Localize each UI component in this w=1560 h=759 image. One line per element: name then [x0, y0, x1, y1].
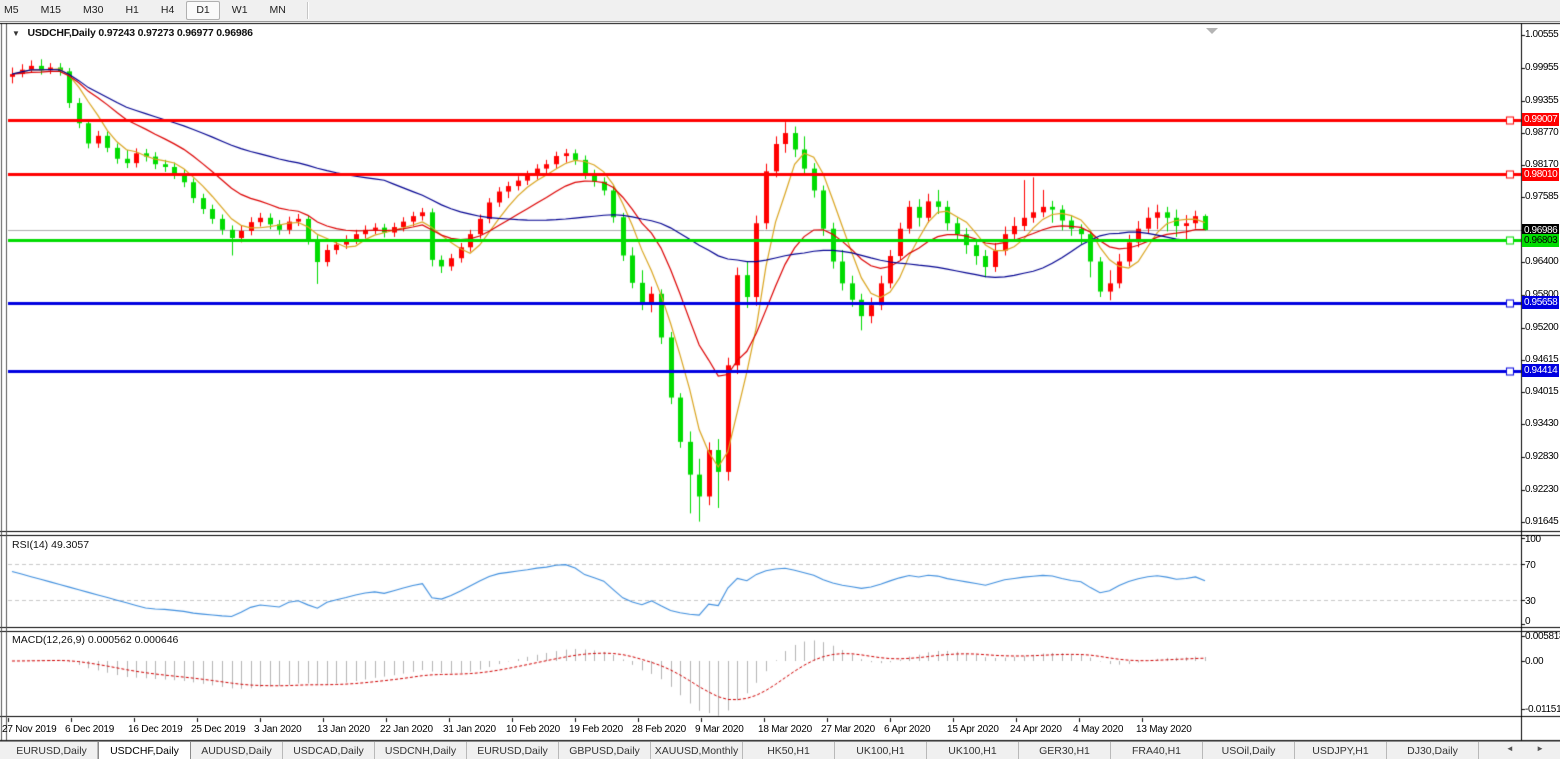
time-axis-label: 22 Jan 2020 [380, 724, 433, 735]
time-axis-label: 13 Jan 2020 [317, 724, 370, 735]
price-axis-label: 0.93430 [1525, 418, 1559, 430]
chart-title-dropdown-icon[interactable]: ▼ [12, 29, 20, 38]
macd-scale-label: 0.005818 [1525, 631, 1560, 643]
chart-tab-EURUSD-Daily[interactable]: EURUSD,Daily [6, 742, 98, 759]
price-axis-label: 0.94615 [1525, 353, 1559, 365]
chart-tab-USDCNH-Daily[interactable]: USDCNH,Daily [375, 742, 467, 759]
price-axis-label: 0.95800 [1525, 288, 1559, 300]
time-axis-label: 16 Dec 2019 [128, 724, 183, 735]
price-badge-0.94414: 0.94414 [1522, 364, 1559, 378]
timeframe-button-MN[interactable]: MN [269, 4, 286, 16]
chart-symbol-title: USDCHF,Daily [27, 27, 96, 39]
timeframe-button-M30[interactable]: M30 [83, 4, 104, 16]
toolbar-divider [0, 21, 1560, 22]
chart-top-marker-icon [1206, 28, 1218, 34]
price-badge-0.95658: 0.95658 [1522, 296, 1559, 310]
rsi-scale-label: 30 [1525, 595, 1536, 607]
chart-tab-GBPUSD-Daily[interactable]: GBPUSD,Daily [559, 742, 651, 759]
time-axis-label: 31 Jan 2020 [443, 724, 496, 735]
chart-tab-USOil-Daily[interactable]: USOil,Daily [1203, 742, 1295, 759]
timeframe-button-W1[interactable]: W1 [231, 4, 248, 16]
price-axis-label: 0.92830 [1525, 451, 1559, 463]
chart-tab-HK50-H1[interactable]: HK50,H1 [743, 742, 835, 759]
time-axis-label: 10 Feb 2020 [506, 724, 560, 735]
time-axis-label: 6 Dec 2019 [65, 724, 115, 735]
time-axis-label: 28 Feb 2020 [632, 724, 686, 735]
chart-ohlc-info: ▼ USDCHF,Daily 0.97243 0.97273 0.96977 0… [12, 27, 253, 39]
toolbar-separator [306, 2, 309, 19]
price-axis-label: 0.94015 [1525, 386, 1559, 398]
time-axis-label: 6 Apr 2020 [884, 724, 931, 735]
rsi-name: RSI(14) [12, 539, 49, 551]
tab-scroll-arrows: ◄ ► [1506, 744, 1554, 753]
macd-scale-label: -0.01151 [1525, 704, 1560, 716]
rsi-value: 49.3057 [51, 539, 90, 551]
price-axis-label: 0.97585 [1525, 191, 1559, 203]
chart-tab-USDCAD-Daily[interactable]: USDCAD,Daily [283, 742, 375, 759]
chart-tab-EURUSD-Daily[interactable]: EURUSD,Daily [467, 742, 559, 759]
rsi-indicator-label: RSI(14) 49.3057 [12, 539, 89, 551]
ohlc-high: 0.97273 [137, 27, 175, 39]
chart-tab-FRA40-H1[interactable]: FRA40,H1 [1111, 742, 1203, 759]
price-axis-label: 0.95200 [1525, 321, 1559, 333]
time-axis-label: 27 Nov 2019 [2, 724, 57, 735]
chart-tab-AUDUSD-Daily[interactable]: AUDUSD,Daily [191, 742, 283, 759]
rsi-scale-label: 100 [1525, 534, 1541, 545]
macd-indicator-label: MACD(12,26,9) 0.000562 0.000646 [12, 634, 178, 646]
chart-tab-UK100-H1[interactable]: UK100,H1 [927, 742, 1019, 759]
chart-tab-USDCHF-Daily[interactable]: USDCHF,Daily [98, 741, 191, 759]
macd-values: 0.000562 0.000646 [87, 634, 179, 646]
time-axis-label: 13 May 2020 [1136, 724, 1192, 735]
chart-tab-UK100-H1[interactable]: UK100,H1 [835, 742, 927, 759]
price-badge-0.96986: 0.96986 [1522, 223, 1559, 237]
price-axis-label: 1.00555 [1525, 29, 1559, 40]
rsi-scale-label: 70 [1525, 560, 1536, 572]
time-axis-label: 18 Mar 2020 [758, 724, 812, 735]
time-axis-label: 19 Feb 2020 [569, 724, 623, 735]
timeframe-button-H4[interactable]: H4 [160, 4, 175, 16]
ohlc-low: 0.96977 [176, 27, 214, 39]
rsi-scale-label: 0 [1525, 616, 1531, 627]
price-axis-label: 0.96400 [1525, 256, 1559, 268]
time-axis-label: 3 Jan 2020 [254, 724, 302, 735]
timeframe-button-H1[interactable]: H1 [125, 4, 139, 16]
timeframe-buttons: M5 M15 M30 H1 H4 D1 W1 MN [0, 1, 309, 20]
price-axis-label: 0.99955 [1525, 61, 1559, 73]
macd-scale-label: 0.00 [1525, 656, 1544, 667]
time-axis-label: 24 Apr 2020 [1010, 724, 1062, 735]
price-axis-label: 0.92230 [1525, 483, 1559, 495]
timeframe-toolbar: M5 M15 M30 H1 H4 D1 W1 MN [0, 0, 1560, 21]
price-axis-label: 0.91645 [1525, 515, 1559, 527]
chart-tab-USDJPY-H1[interactable]: USDJPY,H1 [1295, 742, 1387, 759]
ohlc-close: 0.96986 [216, 27, 253, 39]
price-badge-0.96803: 0.96803 [1522, 233, 1559, 247]
timeframe-button-M5[interactable]: M5 [4, 4, 19, 16]
time-axis-label: 9 Mar 2020 [695, 724, 744, 735]
price-badge-0.99007: 0.99007 [1522, 113, 1559, 127]
price-axis-label: 0.98770 [1525, 126, 1559, 138]
time-axis-label: 25 Dec 2019 [191, 724, 246, 735]
chart-tab-GER30-H1[interactable]: GER30,H1 [1019, 742, 1111, 759]
price-axis-label: 0.99355 [1525, 94, 1559, 106]
tab-scroll-left-icon[interactable]: ◄ [1505, 744, 1524, 753]
chart-tab-bar: EURUSD,Daily USDCHF,Daily AUDUSD,Daily USDC… [0, 741, 1560, 759]
price-badge-0.98010: 0.98010 [1522, 167, 1559, 181]
chart-tab-DJ30-Daily[interactable]: DJ30,Daily [1387, 742, 1479, 759]
timeframe-button-D1[interactable]: D1 [186, 1, 220, 20]
chart-tab-XAUUSD-Monthly[interactable]: XAUUSD,Monthly [651, 742, 743, 759]
time-axis-label: 15 Apr 2020 [947, 724, 999, 735]
ohlc-open: 0.97243 [98, 27, 135, 39]
timeframe-button-M15[interactable]: M15 [40, 4, 62, 16]
time-axis-label: 27 Mar 2020 [821, 724, 875, 735]
macd-name: MACD(12,26,9) [12, 634, 85, 646]
time-axis-label: 4 May 2020 [1073, 724, 1124, 735]
price-axis-label: 0.98170 [1525, 159, 1559, 171]
tab-scroll-right-icon[interactable]: ► [1536, 744, 1554, 753]
